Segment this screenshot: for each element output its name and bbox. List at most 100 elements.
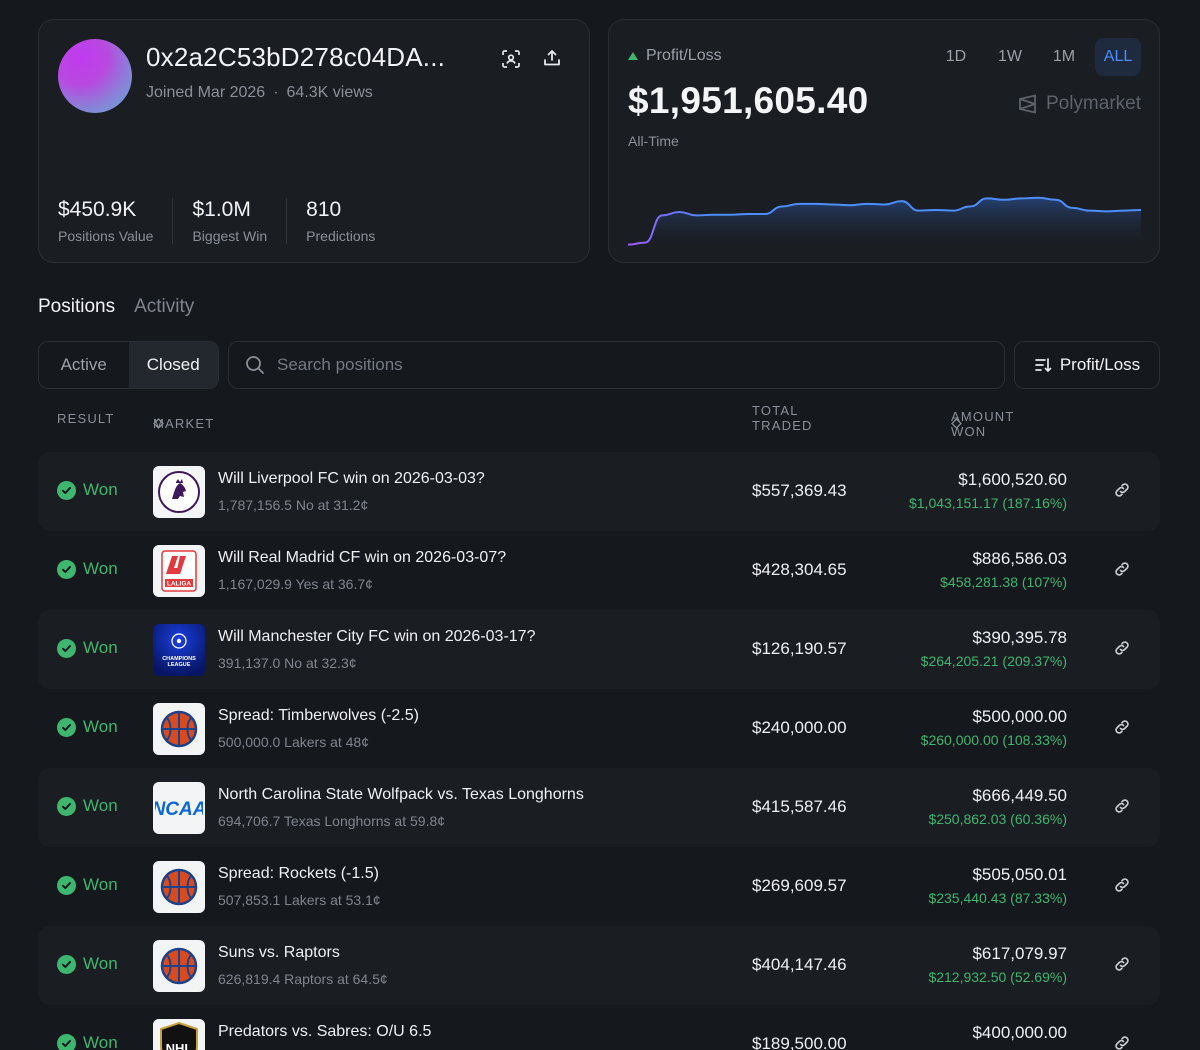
result-cell: Won bbox=[57, 638, 118, 658]
column-market[interactable]: MARKET bbox=[153, 416, 213, 431]
market-position: 391,137.0 No at 32.3¢ bbox=[218, 655, 357, 671]
table-row[interactable]: Won LALIGA Will Real Madrid CF win on 20… bbox=[38, 531, 1160, 610]
link-icon[interactable] bbox=[1113, 876, 1133, 896]
table-row[interactable]: Won NHL Predators vs. Sabres: O/U 6.5 $1… bbox=[38, 1005, 1160, 1050]
svg-text:LALIGA: LALIGA bbox=[167, 581, 191, 588]
table-row[interactable]: Won CHAMPIONS LEAGUE Will Manchester City… bbox=[38, 610, 1160, 689]
amount-won: $500,000.00 bbox=[972, 707, 1067, 726]
market-title[interactable]: North Carolina State Wolfpack vs. Texas … bbox=[218, 786, 584, 803]
market-title[interactable]: Spread: Rockets (-1.5) bbox=[218, 865, 379, 882]
stat-label: Predictions bbox=[306, 228, 376, 244]
stat-label: Positions Value bbox=[58, 228, 154, 244]
stat-value: $450.9K bbox=[58, 198, 137, 221]
pl-line bbox=[628, 196, 1141, 246]
main-tabs: Positions Activity bbox=[38, 296, 194, 318]
range-1m-button[interactable]: 1M bbox=[1052, 48, 1076, 65]
result-cell: Won bbox=[57, 954, 118, 974]
stat-biggest-win: $1.0M Biggest Win bbox=[192, 198, 288, 244]
market-title[interactable]: Will Liverpool FC win on 2026-03-03? bbox=[218, 470, 485, 487]
amount-won: $400,000.00 bbox=[972, 1023, 1067, 1042]
share-icon[interactable] bbox=[540, 46, 564, 70]
wallet-address: 0x2a2C53bD278c04DA... bbox=[146, 42, 446, 72]
result-cell: Won bbox=[57, 796, 118, 816]
sort-icon bbox=[1034, 358, 1052, 373]
check-circle-icon bbox=[57, 480, 76, 500]
segment-closed[interactable]: Closed bbox=[128, 342, 218, 388]
check-circle-icon bbox=[57, 638, 76, 658]
total-traded: $404,147.46 bbox=[752, 955, 847, 974]
profit-gain: $235,440.43 (87.33%) bbox=[928, 890, 1067, 906]
link-icon[interactable] bbox=[1113, 639, 1133, 659]
profit-loss-card: Profit/Loss 1D 1W 1M ALL $1,951,605.40 A… bbox=[608, 19, 1160, 263]
link-icon[interactable] bbox=[1113, 718, 1133, 738]
result-label: Won bbox=[83, 559, 118, 578]
pl-header: Profit/Loss bbox=[628, 47, 722, 65]
market-title[interactable]: Will Manchester City FC win on 2026-03-1… bbox=[218, 628, 536, 645]
basketball-logo bbox=[153, 940, 205, 992]
profit-gain: $1,043,151.17 (187.16%) bbox=[908, 495, 1067, 511]
market-title[interactable]: Suns vs. Raptors bbox=[218, 944, 340, 961]
link-icon[interactable] bbox=[1113, 560, 1133, 580]
market-position: 507,853.1 Lakers at 53.1¢ bbox=[218, 892, 381, 908]
total-traded: $240,000.00 bbox=[752, 718, 847, 737]
amount-won: $666,449.50 bbox=[972, 786, 1067, 805]
scan-icon[interactable] bbox=[499, 47, 523, 71]
search-icon bbox=[246, 356, 264, 374]
range-all-button[interactable]: ALL bbox=[1095, 38, 1141, 76]
svg-text:CHAMPIONS: CHAMPIONS bbox=[162, 656, 196, 662]
amount-won: $390,395.78 bbox=[972, 628, 1067, 647]
table-row[interactable]: Won NCAA North Carolina State Wolfpack v… bbox=[38, 768, 1160, 847]
column-market-label: MARKET bbox=[153, 416, 215, 431]
stat-positions-value: $450.9K Positions Value bbox=[58, 198, 174, 244]
search-input[interactable] bbox=[277, 355, 977, 375]
profit-gain: $250,862.03 (60.36%) bbox=[928, 811, 1067, 827]
column-amount-won[interactable]: AMOUNT WON bbox=[951, 409, 1013, 439]
market-position: 1,167,029.9 Yes at 36.7¢ bbox=[218, 576, 373, 592]
premier-league-logo bbox=[153, 466, 205, 518]
profile-meta: Joined Mar 2026 · 64.3K views bbox=[146, 84, 373, 101]
market-title[interactable]: Predators vs. Sabres: O/U 6.5 bbox=[218, 1023, 432, 1040]
amount-won: $1,600,520.60 bbox=[958, 470, 1067, 489]
sort-button[interactable]: Profit/Loss bbox=[1014, 341, 1160, 389]
search-box bbox=[228, 341, 1005, 389]
stat-predictions: 810 Predictions bbox=[306, 198, 394, 244]
brand-name: Polymarket bbox=[1045, 93, 1141, 114]
svg-text:NCAA: NCAA bbox=[155, 799, 203, 820]
range-1d-button[interactable]: 1D bbox=[945, 48, 967, 65]
link-icon[interactable] bbox=[1113, 955, 1133, 975]
result-label: Won bbox=[83, 717, 118, 736]
view-count: 64.3K views bbox=[286, 84, 373, 101]
profile-card: 0x2a2C53bD278c04DA... Joined Mar 2026 · 64… bbox=[38, 19, 590, 263]
table-row[interactable]: Won Spread: Rockets (-1.5) 507,853.1 Lak… bbox=[38, 847, 1160, 926]
market-title[interactable]: Will Real Madrid CF win on 2026-03-07? bbox=[218, 549, 507, 566]
tab-positions[interactable]: Positions bbox=[38, 296, 116, 317]
nhl-logo: NHL bbox=[153, 1019, 205, 1050]
link-icon[interactable] bbox=[1113, 481, 1133, 501]
basketball-logo bbox=[153, 861, 205, 913]
sort-diamond-icon bbox=[153, 418, 164, 429]
profit-gain: $212,932.50 (52.69%) bbox=[928, 969, 1067, 985]
tab-activity[interactable]: Activity bbox=[134, 296, 195, 317]
link-icon[interactable] bbox=[1113, 797, 1133, 817]
position-status-toggle: Active Closed bbox=[38, 341, 219, 389]
result-label: Won bbox=[83, 796, 118, 815]
check-circle-icon bbox=[57, 717, 76, 737]
column-total-label: TOTAL TRADED bbox=[752, 403, 813, 433]
table-row[interactable]: Won Suns vs. Raptors 626,819.4 Raptors a… bbox=[38, 926, 1160, 1005]
total-traded: $189,500.00 bbox=[752, 1034, 847, 1050]
table-row[interactable]: Won Spread: Timberwolves (-2.5) 500,000.… bbox=[38, 689, 1160, 768]
table-row[interactable]: Won Will Liverpool FC win on 2026-03-03?… bbox=[38, 452, 1160, 531]
total-traded: $428,304.65 bbox=[752, 560, 847, 579]
stat-label: Biggest Win bbox=[192, 228, 268, 244]
stat-value: 810 bbox=[306, 198, 342, 221]
champions-league-logo: CHAMPIONS LEAGUE bbox=[153, 624, 205, 676]
total-traded: $415,587.46 bbox=[752, 797, 847, 816]
market-title[interactable]: Spread: Timberwolves (-2.5) bbox=[218, 707, 419, 724]
result-cell: Won bbox=[57, 480, 118, 500]
pl-value: $1,951,605.40 bbox=[628, 80, 869, 121]
range-1w-button[interactable]: 1W bbox=[998, 48, 1022, 65]
result-cell: Won bbox=[57, 1033, 118, 1050]
link-icon[interactable] bbox=[1113, 1034, 1133, 1050]
avatar bbox=[58, 39, 132, 113]
segment-active[interactable]: Active bbox=[60, 355, 107, 374]
